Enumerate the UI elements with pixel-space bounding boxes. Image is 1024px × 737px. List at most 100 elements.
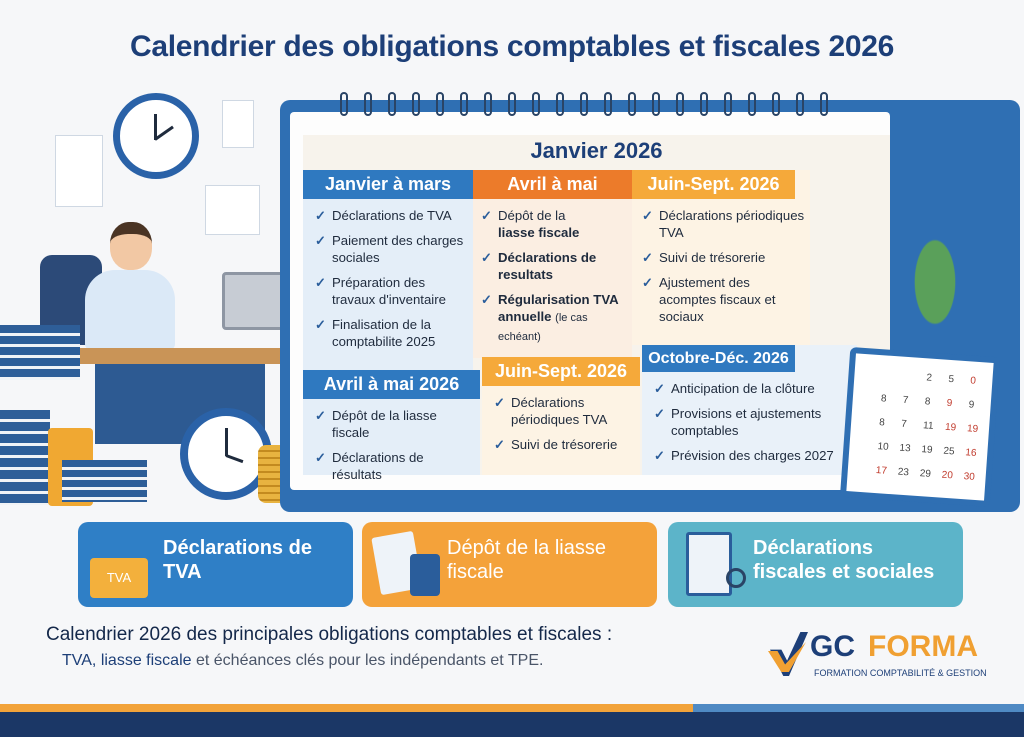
desk-calendar-day: 19	[944, 421, 957, 434]
bottom-orange-stripe	[0, 704, 693, 712]
card-declarations-tva: TVA Déclarations de TVA	[78, 522, 353, 607]
tva-badge: TVA	[106, 570, 132, 585]
calendar-ring	[508, 92, 516, 116]
desk-calendar-day: 8	[924, 396, 931, 408]
books-illustration	[0, 410, 50, 505]
calendar-ring	[412, 92, 420, 116]
column-header: Juin-Sept. 2026	[632, 170, 795, 199]
list-item: Finalisation de la comptabilite 2025	[315, 316, 469, 350]
bottom-navy-band	[0, 712, 1024, 737]
caption-line-1: Calendrier 2026 des principales obligati…	[46, 624, 613, 645]
list-item: Régularisation TVA annuelle (le cas echéa…	[481, 291, 628, 346]
list-item: Déclarations de TVA	[315, 207, 469, 224]
desk-calendar-day: 25	[942, 445, 955, 458]
section-juin-sept-2026: Juin-Sept. 2026 Déclarations périodiques…	[482, 357, 640, 475]
calendar-month-title: Janvier 2026	[530, 138, 663, 163]
list-item: Dépôt de la liasse fiscale	[315, 407, 476, 441]
calendar-ring	[460, 92, 468, 116]
desk-calendar-day: 19	[921, 444, 933, 456]
wall-papers-illustration	[55, 135, 103, 207]
desk-calendar-day: 19	[966, 423, 979, 436]
list-item: Suivi de trésorerie	[642, 249, 806, 266]
desk-calendar-day: 2	[926, 372, 933, 384]
column-avril-mai: Avril à mai Dépôt de la liasse fiscale Dé…	[473, 170, 632, 358]
plant-illustration	[900, 210, 970, 330]
wall-clock-illustration	[113, 93, 199, 179]
desk-calendar-day: 17	[875, 465, 888, 477]
item-text-bold: liasse fiscale	[498, 225, 580, 240]
desk-calendar-day: 5	[948, 373, 955, 386]
list-item: Anticipation de la clôture	[654, 380, 853, 397]
logo-forma: FORMA	[868, 630, 978, 663]
desk-calendar-day: 10	[877, 441, 890, 453]
column-header: Janvier à mars	[303, 170, 473, 199]
list-item: Provisions et ajustements comptables	[654, 405, 834, 439]
desk-illustration	[65, 348, 315, 364]
calendar-ring	[604, 92, 612, 116]
desk-calendar-day: 16	[964, 447, 977, 459]
section-header: Octobre-Déc. 2026	[642, 345, 795, 372]
calendar-ring	[436, 92, 444, 116]
desk-calendar-day: 0	[969, 375, 977, 387]
desk-calendar-day: 7	[902, 394, 909, 407]
gc-forma-logo: GC FORMA FORMATION COMPTABILITÉ & GESTIO…	[768, 630, 1018, 682]
calendar-ring	[700, 92, 708, 116]
item-note: (le cas echéant)	[498, 312, 588, 343]
calendar-ring	[820, 92, 828, 116]
desk-calendar-day: 7	[900, 418, 908, 431]
list-item: Déclarations de résultats	[315, 449, 476, 483]
desk-calendar-day: 29	[919, 468, 932, 480]
calendar-ring	[532, 92, 540, 116]
wall-papers-illustration	[222, 100, 254, 148]
calendar-ring	[484, 92, 492, 116]
column-janvier-mars: Janvier à mars Déclarations de TVA Paiem…	[303, 170, 473, 370]
calendar-ring	[556, 92, 564, 116]
clipboard-magnifier-icon	[686, 532, 732, 596]
calculator-icon	[410, 554, 440, 596]
desk-calendar-day: 8	[878, 417, 886, 429]
list-item: Préparation des travaux d'inventaire	[315, 274, 469, 308]
person-illustration	[85, 270, 175, 350]
card-label: Déclarations fiscales et sociales	[753, 537, 935, 583]
desk-calendar-day: 9	[946, 397, 953, 410]
monitor-illustration	[222, 272, 290, 330]
card-label: Dépôt de la liasse fiscale	[447, 537, 606, 583]
caption-bold: TVA, liasse fiscale	[62, 652, 192, 669]
list-item: Ajustement des acomptes fiscaux et socia…	[642, 274, 806, 325]
list-item: Prévision des charges 2027	[654, 447, 853, 464]
item-text-bold: annuelle	[498, 309, 552, 324]
list-item: Dépôt de la liasse fiscale	[481, 207, 628, 241]
desk-calendar-illustration: 2 5 0 8 7 8 9 9 8 7 11 19 19 10 13 19 25 16 17 23 29 20 30	[839, 346, 1001, 508]
calendar-ring	[340, 92, 348, 116]
desk-calendar-day: 9	[968, 399, 975, 411]
calendar-ring	[652, 92, 660, 116]
magnifier-icon	[726, 568, 746, 588]
calendar-ring	[772, 92, 780, 116]
item-text-bold: Déclarations de resultats	[498, 250, 597, 282]
list-item: Paiement des charges sociales	[315, 232, 469, 266]
calendar-ring	[796, 92, 804, 116]
caption-line-2: TVA, liasse fiscale et échéances clés po…	[62, 652, 543, 670]
section-avril-mai-2026: Avril à mai 2026 Dépôt de la liasse fisc…	[303, 370, 480, 482]
desk-calendar-day: 11	[922, 420, 934, 432]
card-declarations-fiscales: Déclarations fiscales et sociales	[668, 522, 963, 607]
desk-calendar-day: 20	[941, 469, 954, 482]
column-juin-sept: Juin-Sept. 2026 Déclarations périodiques…	[632, 170, 810, 345]
tva-folder-icon: TVA	[90, 558, 148, 598]
books-illustration	[0, 325, 80, 380]
list-item: Déclarations de resultats	[481, 249, 628, 283]
section-header: Avril à mai 2026	[303, 370, 480, 399]
calendar-ring	[628, 92, 636, 116]
wall-papers-illustration	[205, 185, 260, 235]
logo-gc: GC	[810, 630, 855, 663]
calendar-ring	[724, 92, 732, 116]
item-text-bold: Régularisation TVA	[498, 292, 619, 307]
item-text: Dépôt de la	[498, 208, 566, 223]
card-depot-liasse: Dépôt de la liasse fiscale	[362, 522, 657, 607]
section-header: Juin-Sept. 2026	[482, 357, 640, 386]
desk-calendar-day: 30	[963, 471, 976, 483]
desk-calendar-day: 23	[897, 466, 910, 479]
calendar-ring	[748, 92, 756, 116]
list-item: Suivi de trésorerie	[494, 436, 636, 453]
caption-rest: et échéances clés pour les indépendants …	[195, 652, 544, 669]
